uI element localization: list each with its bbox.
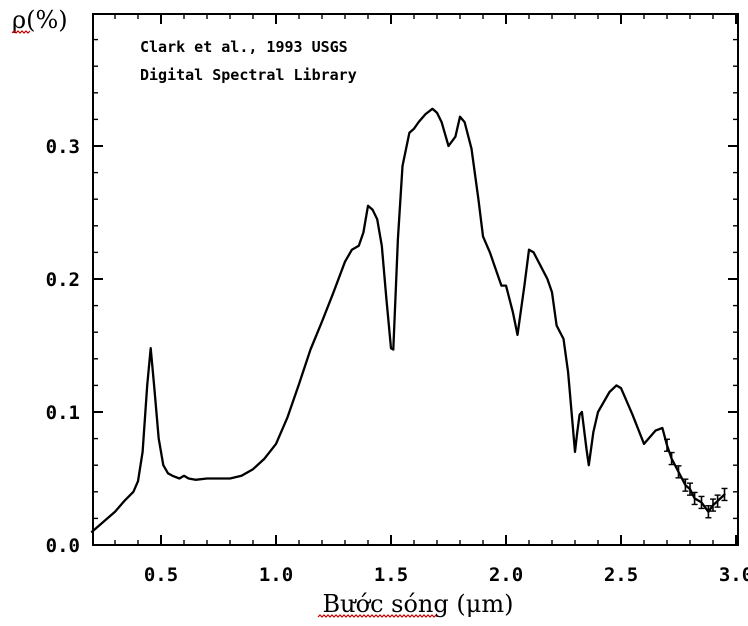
x-tick-label-2: 1.5 [374, 564, 408, 586]
y-tick-label-2: 0.2 [46, 269, 80, 291]
tick-marks [93, 14, 738, 546]
spellcheck-underline-xlabel [317, 614, 437, 618]
annotation-line-2: Digital Spectral Library [140, 66, 357, 84]
x-tick-label-5: 3.0 [719, 564, 748, 586]
x-tick-label-0: 0.5 [144, 564, 178, 586]
annotation-line-1: Clark et al., 1993 USGS [140, 38, 348, 56]
y-tick-label-3: 0.3 [46, 136, 80, 158]
x-tick-label-3: 2.0 [489, 564, 523, 586]
y-tick-labels: 0.0 0.1 0.2 0.3 [46, 136, 80, 557]
y-tick-label-0: 0.0 [46, 535, 80, 557]
spellcheck-underline-ylabel [11, 30, 31, 34]
series-line [90, 107, 726, 533]
y-axis-label: ρ(%) [12, 6, 68, 34]
x-tick-label-4: 2.5 [604, 564, 638, 586]
x-tick-label-1: 1.0 [259, 564, 293, 586]
noise-markers [664, 438, 728, 519]
x-axis-label: Bước sóng (μm) [323, 590, 514, 618]
x-tick-labels: 0.5 1.0 1.5 2.0 2.5 3.0 [144, 564, 748, 586]
plot-frame [92, 13, 739, 546]
y-tick-label-1: 0.1 [46, 402, 80, 424]
